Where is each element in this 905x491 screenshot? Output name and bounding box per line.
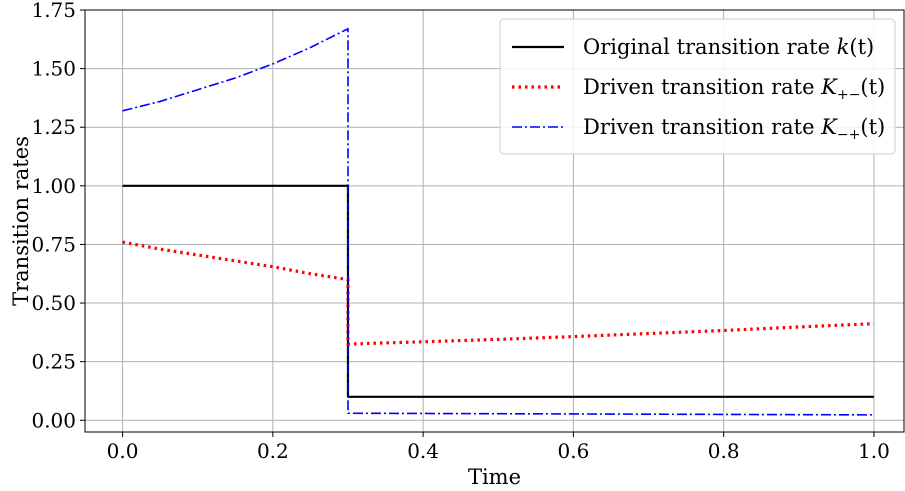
series-line-2 bbox=[122, 240, 875, 346]
y-tick-label: 0.50 bbox=[31, 291, 76, 315]
y-tick-label: 0.75 bbox=[31, 232, 76, 256]
x-tick-label: 0.6 bbox=[557, 439, 589, 463]
legend-label-3: Driven transition rate K−+(t) bbox=[583, 115, 885, 143]
legend-box bbox=[499, 18, 896, 155]
x-tick-label: 1.0 bbox=[858, 439, 890, 463]
ticks: 0.0 0.2 0.4 0.6 0.8 1.0 0.00 0.25 0.50 0.75 1.00 1.… bbox=[31, 0, 889, 463]
y-tick-label: 1.00 bbox=[31, 174, 76, 198]
x-axis-label: Time bbox=[468, 465, 521, 489]
series-line-3 bbox=[122, 27, 874, 416]
x-tick-label: 0.4 bbox=[407, 439, 439, 463]
y-axis-label: Transition rates bbox=[9, 136, 33, 306]
y-tick-label: 0.25 bbox=[31, 350, 76, 374]
series-group bbox=[122, 27, 875, 416]
legend-label-1: Original transition rate k(t) bbox=[583, 35, 874, 59]
legend-label-2: Driven transition rate K+−(t) bbox=[583, 75, 885, 103]
x-tick-label: 0.8 bbox=[708, 439, 740, 463]
y-tick-label: 1.50 bbox=[31, 57, 76, 81]
y-tick-label: 1.75 bbox=[31, 0, 76, 22]
x-tick-label: 0.0 bbox=[107, 439, 139, 463]
series-line-1 bbox=[122, 184, 874, 398]
y-tick-label: 0.00 bbox=[31, 408, 76, 432]
legend: Original transition rate k(t) Driven tran… bbox=[499, 18, 896, 155]
y-tick-label: 1.25 bbox=[31, 115, 76, 139]
x-tick-label: 0.2 bbox=[257, 439, 289, 463]
plot-frame bbox=[84, 9, 905, 433]
